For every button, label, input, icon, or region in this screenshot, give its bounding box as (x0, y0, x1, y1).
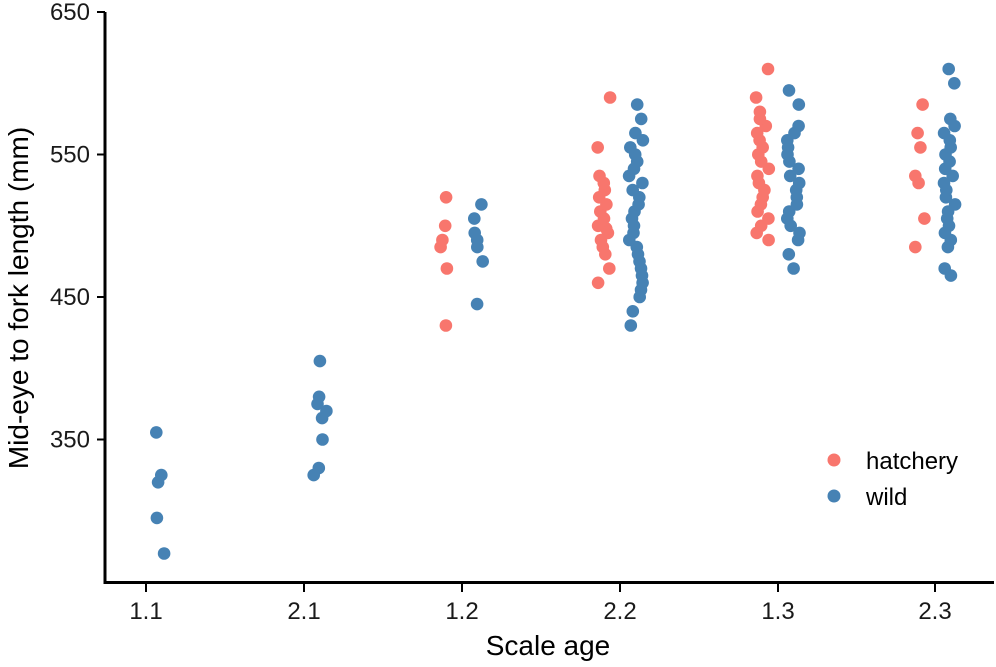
x-axis-title: Scale age (486, 630, 611, 661)
data-point-wild (782, 248, 796, 261)
data-point-hatchery (753, 105, 767, 119)
x-tick-label: 2.1 (287, 598, 320, 625)
data-point-hatchery (440, 262, 454, 275)
data-point-wild (787, 262, 800, 275)
data-point-wild (468, 226, 482, 240)
data-point-wild (320, 404, 333, 418)
legend-swatch-hatchery (827, 453, 841, 467)
data-point-wild (783, 169, 797, 183)
data-points (150, 62, 962, 560)
data-point-hatchery (591, 141, 604, 154)
x-tick-label: 1.3 (761, 598, 794, 625)
data-point-wild (157, 547, 171, 560)
data-point-hatchery (603, 262, 616, 275)
legend-swatch-wild (827, 489, 841, 503)
data-point-wild (150, 426, 163, 439)
data-point-wild (150, 511, 164, 525)
data-point-wild (312, 461, 326, 475)
data-point-hatchery (761, 62, 775, 76)
data-point-wild (938, 262, 951, 275)
data-point-hatchery (909, 169, 922, 183)
data-point-hatchery (436, 233, 449, 247)
data-point-hatchery (918, 212, 931, 225)
y-tick-label: 650 (50, 0, 90, 26)
data-point-wild (468, 212, 481, 225)
data-point-wild (792, 98, 806, 111)
data-point-wild (626, 305, 640, 318)
data-point-wild (948, 198, 962, 211)
data-point-wild (624, 141, 637, 154)
legend-label-hatchery: hatchery (866, 448, 958, 475)
data-point-wild (792, 119, 805, 133)
data-point-wild (937, 126, 951, 140)
data-point-wild (792, 162, 805, 176)
data-point-wild (155, 468, 168, 482)
data-point-hatchery (916, 98, 929, 111)
data-point-hatchery (909, 240, 922, 254)
data-point-wild (624, 319, 638, 332)
data-point-hatchery (593, 169, 606, 183)
data-point-wild (937, 176, 951, 190)
legend: hatchery wild (827, 448, 958, 511)
y-tick-label: 350 (50, 427, 90, 454)
y-axis-ticks: 350 450 550 650 (50, 0, 105, 454)
data-point-wild (942, 62, 955, 76)
data-point-hatchery (439, 319, 453, 332)
data-point-hatchery (603, 91, 617, 104)
data-point-hatchery (762, 212, 775, 225)
data-point-wild (316, 433, 329, 446)
data-point-wild (470, 297, 484, 311)
data-point-wild (793, 226, 806, 240)
data-point-wild (476, 255, 490, 268)
y-axis-title: Mid-eye to fork length (mm) (3, 127, 34, 469)
data-point-wild (634, 112, 648, 126)
x-tick-label: 1.1 (129, 598, 162, 625)
data-point-wild (782, 84, 796, 97)
data-point-hatchery (439, 191, 453, 204)
data-point-wild (636, 176, 649, 190)
x-axis-ticks: 1.1 2.1 1.2 2.2 1.3 2.3 (129, 584, 952, 625)
data-point-wild (948, 77, 961, 90)
data-point-wild (630, 98, 644, 111)
x-tick-label: 2.2 (603, 598, 636, 625)
data-point-wild (313, 354, 327, 368)
data-point-hatchery (438, 219, 452, 233)
data-point-hatchery (914, 141, 927, 154)
data-point-hatchery (749, 91, 763, 104)
data-point-wild (944, 112, 957, 126)
y-tick-label: 550 (50, 142, 90, 169)
data-point-hatchery (762, 233, 775, 247)
data-point-wild (629, 126, 642, 140)
data-point-wild (792, 176, 806, 190)
x-tick-label: 2.3 (918, 598, 951, 625)
data-point-wild (312, 390, 326, 404)
data-point-hatchery (751, 169, 764, 183)
x-tick-label: 1.2 (445, 598, 478, 625)
data-point-wild (626, 183, 639, 197)
data-point-wild (475, 198, 488, 211)
data-point-hatchery (591, 276, 605, 290)
y-tick-label: 450 (50, 284, 90, 311)
legend-label-wild: wild (865, 484, 907, 511)
data-point-hatchery (750, 126, 764, 140)
data-point-hatchery (911, 126, 924, 140)
